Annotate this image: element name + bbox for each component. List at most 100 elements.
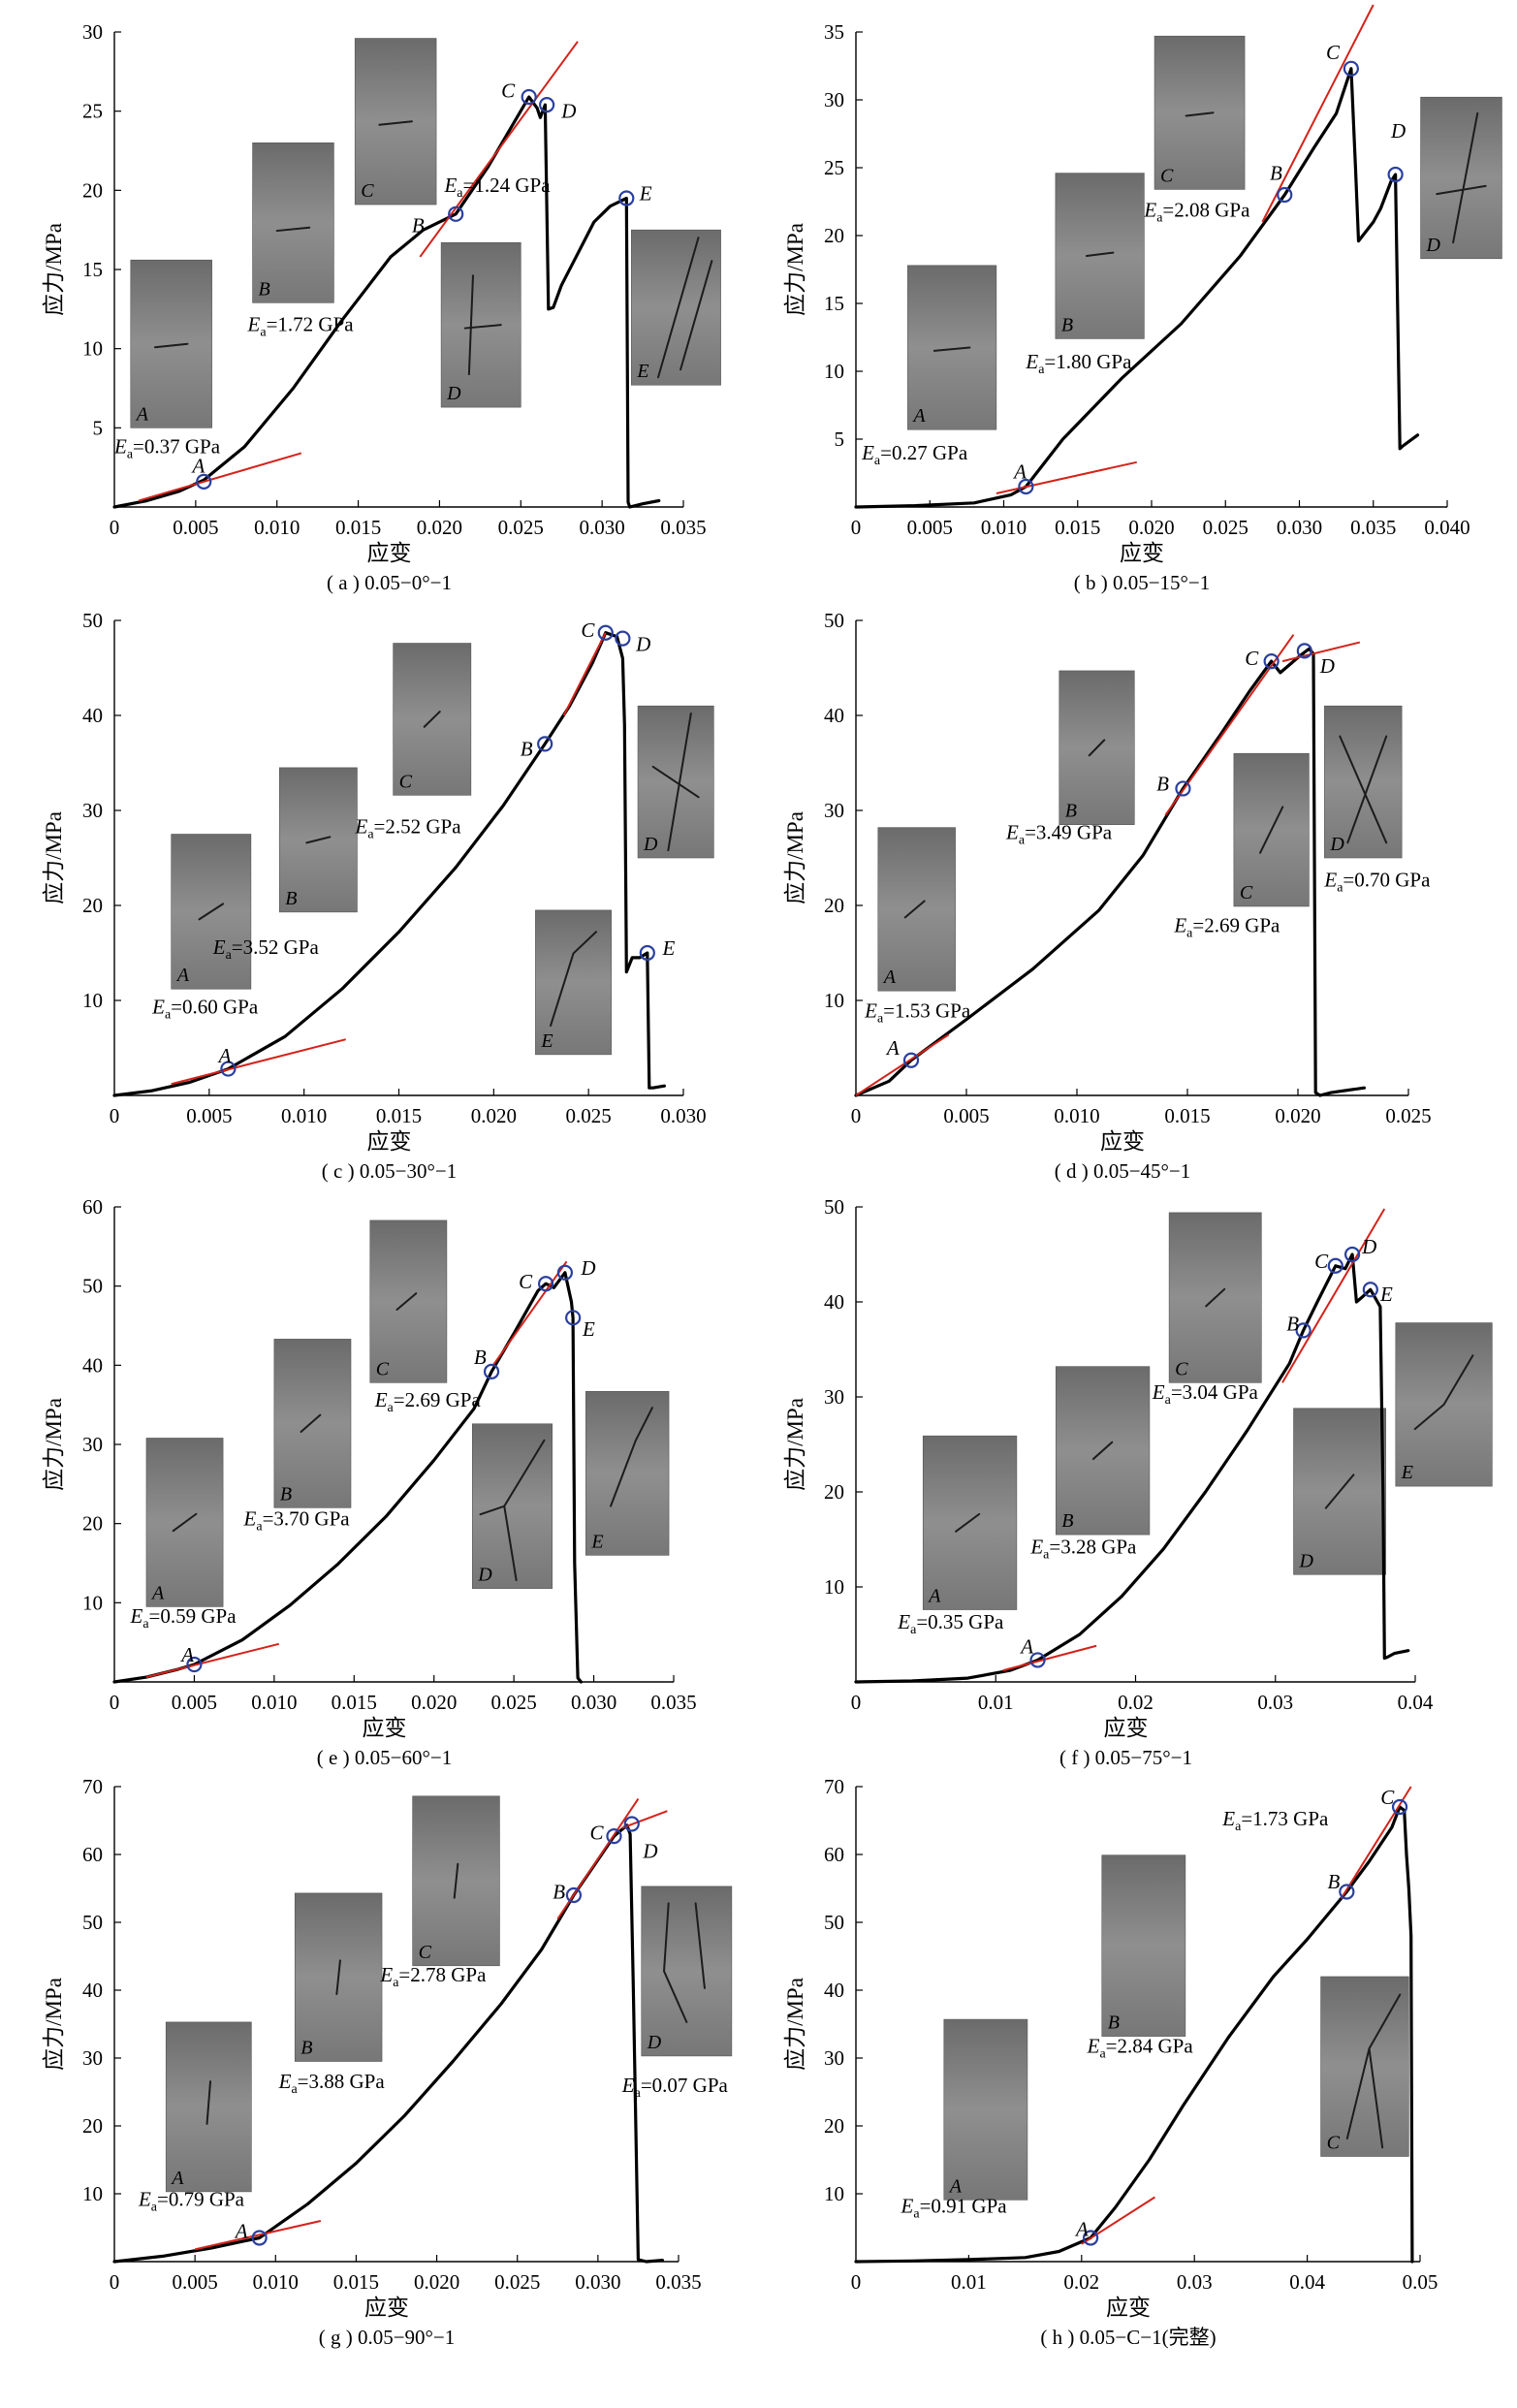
x-tick-label: 0.01 [951, 2270, 987, 2294]
modulus-annotation: Ea=0.27 GPa [861, 441, 968, 468]
stress-strain-curve [854, 1252, 1410, 1684]
y-tick-label: 20 [82, 2114, 103, 2138]
x-tick-label: 0.020 [414, 2270, 459, 2294]
photo-frame [369, 1220, 448, 1383]
x-tick-label: 0.025 [494, 2270, 540, 2294]
chart-panel-7: 0 0.005 0.010 0.015 0.020 0.025 0.030 0.035 10 20… [42, 1775, 733, 2349]
point-label-B: B [1328, 1870, 1341, 1893]
y-tick-label: 10 [82, 1591, 103, 1614]
crack-line [1436, 184, 1487, 196]
stress-strain-curve [112, 1271, 583, 1684]
y-tick-label: 10 [824, 989, 844, 1012]
y-tick-label: 30 [824, 88, 844, 111]
chart-panel-2: 0 0.005 0.010 0.015 0.020 0.025 0.030 0.035 0.04… [783, 4, 1502, 594]
crack-line [1324, 1473, 1355, 1509]
photo-label: C [1240, 882, 1253, 903]
photo-label: A [170, 2168, 184, 2189]
tangent-line [621, 1810, 668, 1829]
x-tick-label: 0.01 [978, 1691, 1014, 1714]
photo-label: C [376, 1358, 390, 1379]
point-label-B: B [1270, 162, 1282, 185]
point-label-A: A [1019, 1635, 1033, 1659]
x-tick-label: 0.030 [660, 1104, 706, 1127]
point-label-A: A [217, 1044, 232, 1067]
photo-label: D [1426, 235, 1441, 256]
y-tick-label: 60 [82, 1195, 103, 1219]
y-tick-label: 15 [82, 258, 103, 281]
point-label-B: B [1286, 1313, 1299, 1336]
point-marker-C [1343, 60, 1359, 77]
x-tick-label: 0.030 [575, 2270, 620, 2294]
specimen-photo-D: D [1293, 1408, 1387, 1575]
point-marker-C [1391, 1798, 1408, 1816]
point-marker-B [565, 1886, 583, 1904]
specimen-photo-D: D [637, 705, 714, 859]
point-label-D: D [1319, 654, 1335, 678]
photo-label: B [280, 1483, 292, 1505]
x-tick-label: 0 [110, 1104, 120, 1127]
specimen-photo-A: A [922, 1435, 1018, 1610]
x-tick-label: 0.030 [580, 516, 625, 539]
crack-line [932, 346, 971, 352]
y-tick-label: 25 [824, 156, 844, 179]
x-tick-label: 0.030 [571, 1691, 616, 1714]
x-tick-label: 0.010 [981, 516, 1027, 539]
photo-label: D [1329, 834, 1344, 855]
point-label-B: B [553, 1881, 565, 1904]
photo-frame [922, 1435, 1018, 1610]
y-tick-label: 30 [82, 1433, 103, 1456]
x-tick-label: 0.015 [333, 2270, 379, 2294]
y-axis-label: 应力/MPa [783, 1978, 807, 2071]
x-axis-label: 应变 [1100, 1129, 1145, 1154]
x-tick-label: 0 [851, 516, 862, 539]
photo-label: A [948, 2175, 963, 2197]
modulus-annotation: Ea=1.24 GPa [443, 174, 551, 201]
point-marker-B [1175, 780, 1191, 797]
x-tick-label: 0.05 [1403, 2270, 1438, 2294]
x-tick-label: 0.025 [491, 1691, 537, 1714]
tangent-line [1002, 1644, 1097, 1672]
tangent-line [171, 1038, 346, 1086]
panel-caption: ( b ) 0.05−15°−1 [1074, 571, 1211, 594]
photo-frame [145, 1438, 224, 1607]
photo-frame [440, 241, 521, 408]
specimen-photo-B: B [1101, 1854, 1186, 2037]
x-tick-label: 0.010 [254, 516, 300, 539]
modulus-annotation: Ea=1.80 GPa [1025, 350, 1132, 377]
crack-line [198, 903, 225, 921]
specimen-photo-C: C [1168, 1212, 1262, 1383]
point-label-C: C [1380, 1786, 1395, 1809]
y-tick-label: 40 [82, 1979, 103, 2002]
x-tick-label: 0.03 [1257, 1691, 1293, 1714]
y-tick-label: 40 [824, 704, 844, 727]
specimen-photo-A: A [877, 827, 956, 992]
photo-label: B [1065, 801, 1077, 822]
y-axis-label: 应力/MPa [783, 1398, 807, 1491]
point-label-D: D [560, 100, 576, 123]
point-label-B: B [521, 737, 533, 760]
photo-label: C [1327, 2133, 1341, 2154]
point-marker-E [1362, 1282, 1378, 1298]
modulus-annotation: Ea=3.49 GPa [1005, 820, 1113, 847]
specimen-photo-A: A [171, 834, 252, 990]
point-label-A: A [1074, 2217, 1089, 2240]
point-marker-B [483, 1363, 500, 1379]
point-label-C: C [581, 618, 595, 642]
point-label-D: D [580, 1256, 595, 1280]
chart-panel-8: 0 0.01 0.02 0.03 0.04 0.05 10 20 30 40 50 60 70 应变 应力/… [783, 1775, 1438, 2349]
crack-line [694, 1902, 706, 1989]
x-axis-label: 应变 [367, 1129, 412, 1154]
y-tick-label: 20 [82, 894, 103, 917]
point-marker-E [565, 1310, 582, 1326]
x-tick-label: 0.030 [1277, 516, 1322, 539]
point-label-E: E [639, 182, 652, 206]
x-tick-label: 0.005 [186, 1104, 232, 1127]
y-axis-label: 应力/MPa [783, 223, 807, 316]
x-tick-label: 0.010 [1054, 1104, 1099, 1127]
point-marker-C [1327, 1257, 1343, 1274]
point-label-B: B [474, 1346, 487, 1369]
modulus-annotation: Ea=3.52 GPa [212, 935, 320, 963]
x-axis-label: 应变 [1104, 1716, 1149, 1740]
point-label-D: D [1361, 1235, 1376, 1258]
stress-strain-curve [112, 1823, 664, 2264]
